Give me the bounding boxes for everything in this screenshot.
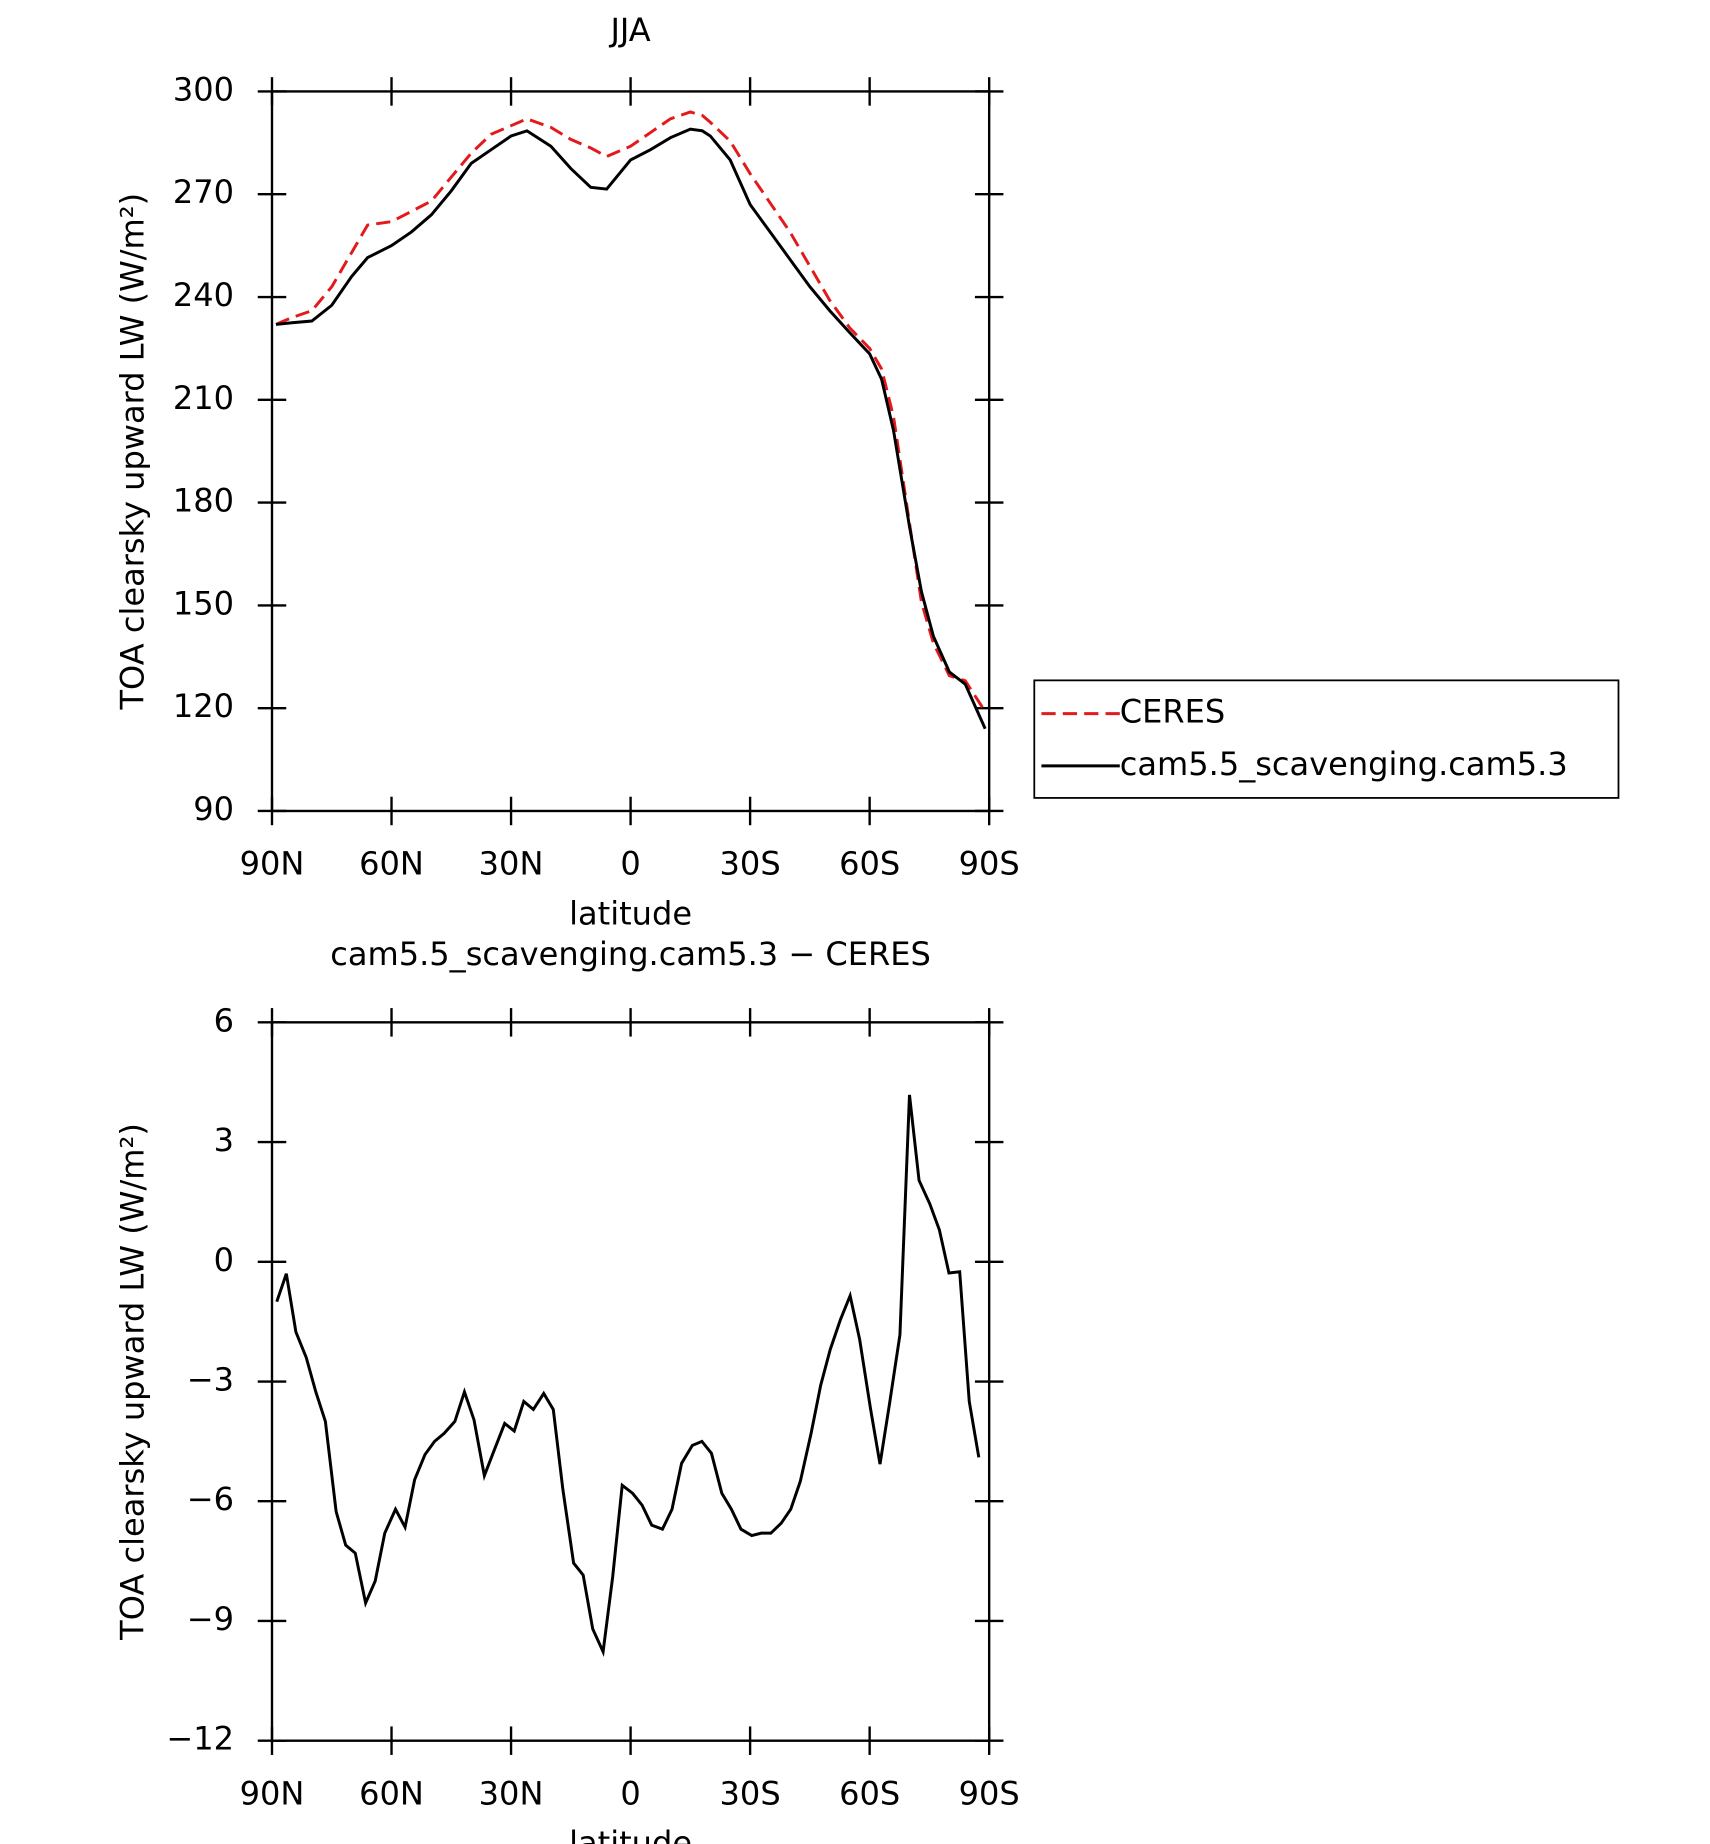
x-tick-label: 90S (959, 1774, 1020, 1812)
x-tick-label: 90N (240, 845, 305, 883)
data-line (275, 127, 987, 730)
y-tick-label: 180 (173, 482, 234, 520)
x-tick-label: 60N (359, 1774, 424, 1812)
legend-label: CERES (1120, 693, 1225, 731)
data-line (275, 110, 987, 713)
plot-frame (270, 1021, 991, 1742)
x-tick-label: 30N (479, 1774, 544, 1812)
chart-title: cam5.5_scavenging.cam5.3 − CERES (330, 935, 931, 973)
y-tick-label: −3 (187, 1361, 234, 1399)
y-tick-label: 120 (173, 687, 234, 725)
y-tick-label: 3 (214, 1121, 234, 1159)
x-tick-label: 60S (839, 1774, 900, 1812)
x-tick-label: 30S (720, 1774, 781, 1812)
x-tick-label: 30N (479, 845, 544, 883)
y-tick-label: −9 (187, 1600, 234, 1638)
y-axis-label: TOA clearsky upward LW (W/m²) (113, 1123, 151, 1641)
x-tick-label: 30S (720, 845, 781, 883)
data-line (275, 1094, 981, 1658)
x-tick-label: 0 (620, 1774, 640, 1812)
x-tick-label: 90S (959, 845, 1020, 883)
y-tick-label: 300 (173, 70, 234, 108)
x-tick-label: 90N (240, 1774, 305, 1812)
x-axis-label: latitude (569, 1824, 692, 1844)
y-tick-label: 150 (173, 584, 234, 622)
y-axis-label: TOA clearsky upward LW (W/m²) (113, 193, 151, 711)
y-tick-label: −12 (166, 1720, 234, 1758)
legend-label: cam5.5_scavenging.cam5.3 (1120, 745, 1568, 783)
chart-title: JJA (608, 11, 650, 49)
legend-box (1033, 679, 1620, 799)
plot-frame (270, 90, 991, 813)
x-tick-label: 0 (620, 845, 640, 883)
y-tick-label: 210 (173, 379, 234, 417)
y-tick-label: 240 (173, 276, 234, 314)
y-tick-label: 6 (214, 1001, 234, 1039)
y-tick-label: −6 (187, 1480, 234, 1518)
x-tick-label: 60S (839, 845, 900, 883)
y-tick-label: 0 (214, 1241, 234, 1279)
y-tick-label: 270 (173, 173, 234, 211)
x-tick-label: 60N (359, 845, 424, 883)
x-axis-label: latitude (569, 894, 692, 932)
y-tick-label: 90 (193, 790, 234, 828)
